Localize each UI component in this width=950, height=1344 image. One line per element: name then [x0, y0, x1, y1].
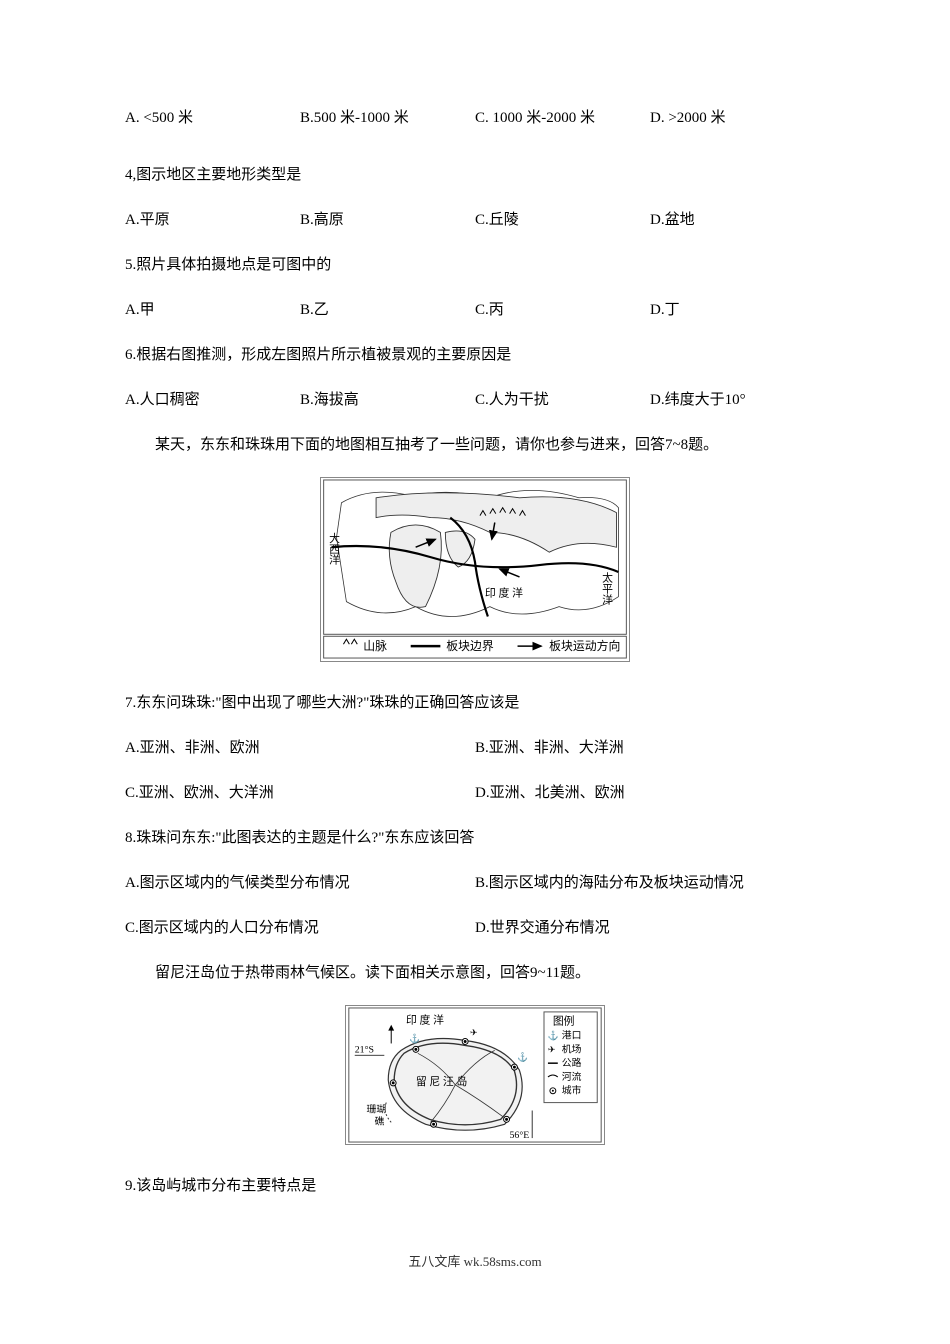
q6-options: A.人口稠密 B.海拔高 C.人为干扰 D.纬度大于10° — [125, 387, 825, 414]
opt-a: A.图示区域内的气候类型分布情况 — [125, 870, 475, 897]
opt-b: B.图示区域内的海陆分布及板块运动情况 — [475, 870, 825, 897]
q8-options-row1: A.图示区域内的气候类型分布情况 B.图示区域内的海陆分布及板块运动情况 — [125, 870, 825, 897]
opt-b: B.亚洲、非洲、大洋洲 — [475, 735, 825, 762]
opt-a: A.人口稠密 — [125, 387, 300, 414]
legend-city: 城市 — [562, 1084, 582, 1097]
opt-b: B.高原 — [300, 207, 475, 234]
q6-stem: 6.根据右图推测，形成左图照片所示植被景观的主要原因是 — [125, 342, 825, 369]
opt-d: D. >2000 米 — [650, 105, 825, 132]
q8-options-row2: C.图示区域内的人口分布情况 D.世界交通分布情况 — [125, 915, 825, 942]
page-footer: 五八文库 wk.58sms.com — [125, 1250, 825, 1273]
q9-stem: 9.该岛屿城市分布主要特点是 — [125, 1173, 825, 1200]
q8-stem: 8.珠珠问东东:"此图表达的主题是什么?"东东应该回答 — [125, 825, 825, 852]
svg-text:⚓: ⚓ — [409, 1032, 420, 1043]
q7-options-row1: A.亚洲、非洲、欧洲 B.亚洲、非洲、大洋洲 — [125, 735, 825, 762]
legend-river: 河流 — [562, 1070, 582, 1083]
legend-road: 公路 — [562, 1056, 582, 1069]
legend-boundary: 板块边界 — [446, 639, 494, 653]
opt-c: C.丘陵 — [475, 207, 650, 234]
opt-d: D.世界交通分布情况 — [475, 915, 825, 942]
svg-text:⚓: ⚓ — [517, 1051, 528, 1062]
svg-text:礁: 礁 — [374, 1114, 384, 1127]
q5-stem: 5.照片具体拍摄地点是可图中的 — [125, 252, 825, 279]
label-ocean: 印 度 洋 — [406, 1013, 444, 1027]
label-lon: 56°E — [510, 1130, 530, 1141]
legend-airport: 机场 — [562, 1042, 582, 1055]
figure-9-11: 图例 ⚓ 港口 ✈ 机场 公路 河流 城市 印 度 洋 ⚓ — [125, 1005, 825, 1155]
q5-options: A.甲 B.乙 C.丙 D.丁 — [125, 297, 825, 324]
legend-mountain: 山脉 — [363, 639, 387, 653]
svg-text:⚓: ⚓ — [548, 1030, 559, 1041]
label-pacific: 太平洋 — [601, 572, 613, 605]
q4-options: A.平原 B.高原 C.丘陵 D.盆地 — [125, 207, 825, 234]
legend-direction: 板块运动方向 — [549, 639, 620, 653]
label-atlantic: 大西洋 — [328, 531, 340, 565]
opt-d: D.盆地 — [650, 207, 825, 234]
legend-title: 图例 — [553, 1014, 575, 1028]
q7-options-row2: C.亚洲、欧洲、大洋洲 D.亚洲、北美洲、欧洲 — [125, 780, 825, 807]
label-indian: 印 度 洋 — [485, 586, 523, 600]
opt-b: B.500 米-1000 米 — [300, 105, 475, 132]
opt-a: A. <500 米 — [125, 105, 300, 132]
opt-a: A.平原 — [125, 207, 300, 234]
opt-c: C. 1000 米-2000 米 — [475, 105, 650, 132]
opt-c: C.人为干扰 — [475, 387, 650, 414]
opt-c: C.亚洲、欧洲、大洋洲 — [125, 780, 475, 807]
label-lat: 21°S — [355, 1044, 374, 1055]
opt-d: D.纬度大于10° — [650, 387, 825, 414]
opt-b: B.乙 — [300, 297, 475, 324]
label-reef: 珊瑚 — [367, 1103, 387, 1115]
legend-port: 港口 — [562, 1030, 582, 1042]
q4-stem: 4,图示地区主要地形类型是 — [125, 162, 825, 189]
q-top-options: A. <500 米 B.500 米-1000 米 C. 1000 米-2000 … — [125, 105, 825, 132]
svg-text:✈: ✈ — [470, 1028, 478, 1038]
opt-a: A.亚洲、非洲、欧洲 — [125, 735, 475, 762]
opt-a: A.甲 — [125, 297, 300, 324]
svg-text:✈: ✈ — [548, 1044, 556, 1054]
opt-b: B.海拔高 — [300, 387, 475, 414]
label-island: 留 尼 汪 岛 — [416, 1074, 467, 1088]
opt-d: D.亚洲、北美洲、欧洲 — [475, 780, 825, 807]
context-9-11: 留尼汪岛位于热带雨林气候区。读下面相关示意图，回答9~11题。 — [125, 960, 825, 987]
opt-d: D.丁 — [650, 297, 825, 324]
opt-c: C.丙 — [475, 297, 650, 324]
q7-stem: 7.东东问珠珠:"图中出现了哪些大洲?"珠珠的正确回答应该是 — [125, 690, 825, 717]
figure-7-8: 大西洋 印 度 洋 太平洋 山脉 板块边界 板块运动方向 — [125, 477, 825, 672]
opt-c: C.图示区域内的人口分布情况 — [125, 915, 475, 942]
context-7-8: 某天，东东和珠珠用下面的地图相互抽考了一些问题，请你也参与进来，回答7~8题。 — [125, 432, 825, 459]
